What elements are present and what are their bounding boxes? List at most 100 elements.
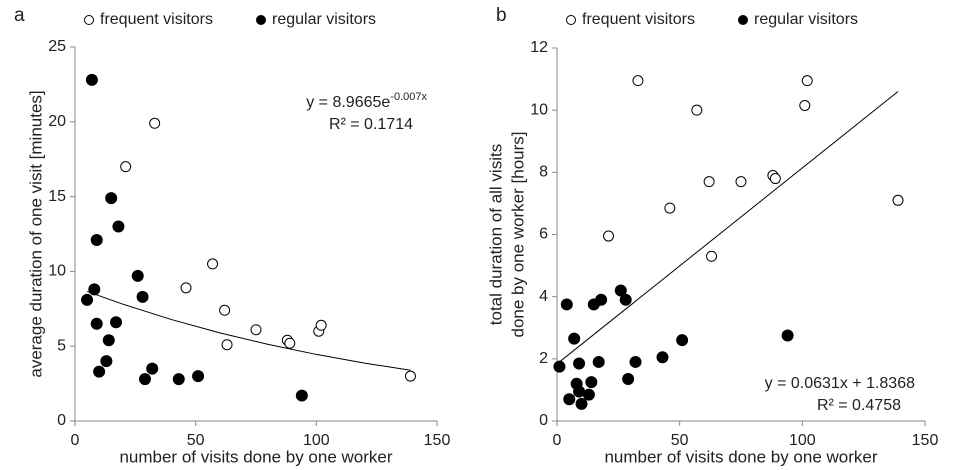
- point: [595, 293, 608, 306]
- x-tick-label: 100: [789, 432, 816, 449]
- point: [90, 317, 103, 330]
- equation: y = 0.0631x + 1.8368: [765, 375, 915, 392]
- x-tick-label: 150: [424, 432, 451, 449]
- point: [146, 362, 159, 375]
- y-tick-label: 5: [57, 337, 66, 354]
- x-tick-label: 0: [71, 432, 80, 449]
- y-tick-label: 6: [539, 226, 548, 243]
- y-tick-label: 15: [48, 188, 66, 205]
- point: [706, 250, 718, 262]
- x-axis-label: number of visits done by one worker: [119, 447, 392, 466]
- point: [100, 355, 113, 368]
- legend-marker: [84, 15, 94, 25]
- point: [573, 385, 586, 398]
- point: [629, 355, 642, 368]
- point: [563, 393, 576, 406]
- legend-marker: [566, 15, 576, 25]
- point: [120, 161, 132, 173]
- equation: y = 8.9665e-0.007x: [306, 91, 427, 111]
- point: [404, 370, 416, 382]
- point: [553, 360, 566, 373]
- y-axis-label: average duration of one visit [minutes]: [26, 90, 45, 377]
- point: [622, 373, 635, 386]
- equation-part: y = 8.9665e: [306, 94, 390, 111]
- y-tick-label: 10: [530, 101, 548, 118]
- point: [573, 357, 586, 370]
- y-axis-label: total duration of all visits: [486, 144, 505, 325]
- y-tick-label: 10: [48, 263, 66, 280]
- trendline: [86, 290, 411, 371]
- y-axis-label: done by one worker [hours]: [508, 131, 527, 337]
- point: [295, 389, 308, 402]
- point: [221, 339, 233, 351]
- point: [112, 220, 125, 233]
- point: [769, 173, 781, 185]
- x-tick-label: 100: [303, 432, 330, 449]
- equation-part: y = 0.0631x + 1.8368: [765, 375, 915, 392]
- point: [656, 351, 669, 364]
- point: [136, 290, 149, 303]
- point: [603, 230, 615, 242]
- legend-label: frequent visitors: [582, 11, 695, 28]
- panel-letter: a: [14, 5, 25, 26]
- point: [592, 355, 605, 368]
- y-tick-label: 20: [48, 113, 66, 130]
- point: [81, 293, 94, 306]
- point: [632, 75, 644, 87]
- point: [892, 194, 904, 206]
- point: [207, 258, 219, 270]
- point: [102, 334, 115, 347]
- point: [85, 73, 98, 86]
- y-tick-label: 0: [57, 412, 66, 429]
- point: [88, 283, 101, 296]
- point: [110, 316, 123, 329]
- legend-label: regular visitors: [754, 11, 858, 28]
- equation-part: -0.007x: [390, 91, 427, 103]
- legend-marker: [256, 15, 266, 25]
- y-tick-label: 12: [530, 39, 548, 56]
- x-axis-label: number of visits done by one worker: [604, 447, 877, 466]
- point: [575, 397, 588, 410]
- point: [582, 388, 595, 401]
- panel-letter: b: [496, 5, 507, 26]
- y-tick-label: 2: [539, 350, 548, 367]
- point: [105, 192, 118, 205]
- r-squared: R² = 0.1714: [329, 116, 413, 133]
- point: [315, 319, 327, 331]
- x-tick-label: 0: [553, 432, 562, 449]
- point: [149, 117, 161, 129]
- point: [619, 293, 632, 306]
- x-tick-label: 50: [187, 432, 205, 449]
- point: [801, 75, 813, 87]
- point: [585, 376, 598, 389]
- point: [560, 298, 573, 311]
- point: [192, 370, 205, 383]
- y-tick-label: 25: [48, 38, 66, 55]
- legend-marker: [738, 15, 748, 25]
- point: [799, 100, 811, 112]
- point: [676, 334, 689, 347]
- point: [172, 373, 185, 386]
- y-tick-label: 4: [539, 288, 548, 305]
- point: [703, 176, 715, 188]
- x-tick-label: 50: [671, 432, 689, 449]
- point: [93, 365, 106, 378]
- point: [614, 284, 627, 297]
- legend-label: frequent visitors: [100, 11, 213, 28]
- point: [284, 337, 296, 349]
- point: [691, 104, 703, 116]
- r-squared: R² = 0.4758: [817, 397, 901, 414]
- point: [568, 332, 581, 345]
- point: [90, 233, 103, 246]
- trendline: [559, 91, 899, 363]
- point: [131, 269, 144, 282]
- point: [781, 329, 794, 342]
- y-tick-label: 0: [539, 412, 548, 429]
- point: [250, 324, 262, 336]
- legend-label: regular visitors: [272, 11, 376, 28]
- x-tick-label: 150: [912, 432, 939, 449]
- y-tick-label: 8: [539, 164, 548, 181]
- point: [664, 202, 676, 214]
- point: [219, 304, 231, 316]
